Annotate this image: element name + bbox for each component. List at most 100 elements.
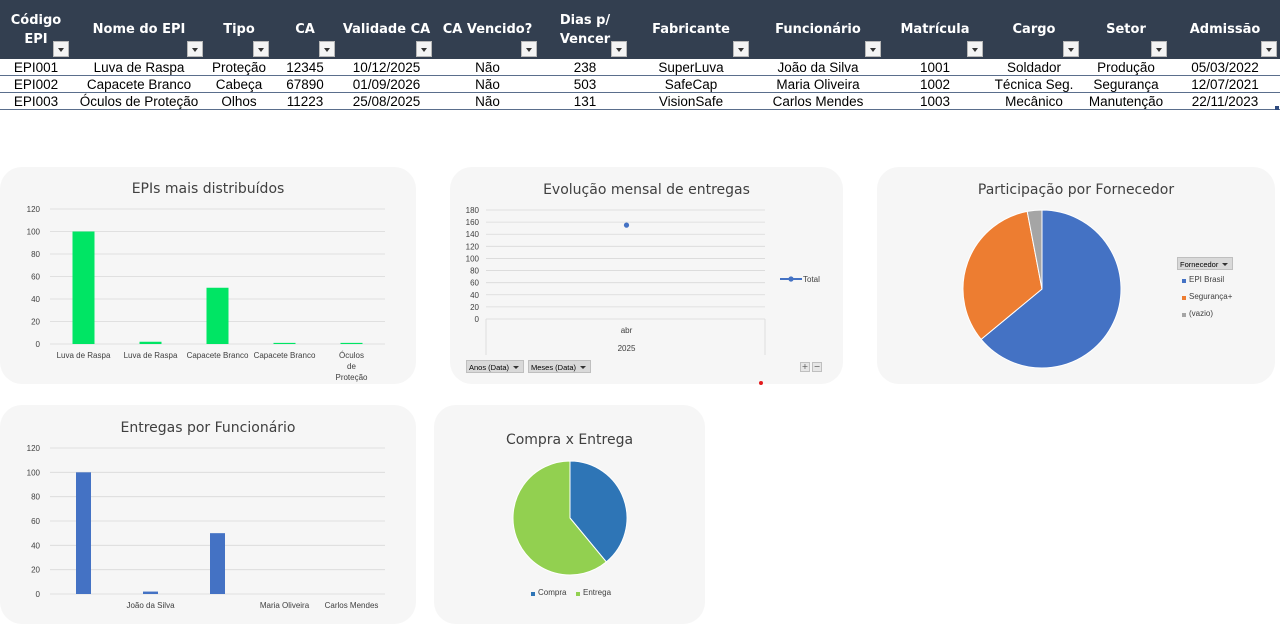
y-tick-label: 0 [36, 340, 41, 349]
epi-table: Código EPI Nome do EPI Tipo CA Validade CA CA… [0, 0, 1280, 112]
table-cell[interactable]: 12/07/2021 [1191, 77, 1259, 92]
table-cell[interactable]: Segurança [1093, 77, 1159, 92]
field-button-fornecedor[interactable]: Fornecedor [1177, 257, 1234, 270]
filter-dropdown-button[interactable] [1261, 41, 1277, 57]
chart-card-compra-entrega[interactable]: Compra x Entrega Compra Entrega [434, 405, 705, 624]
table-cell[interactable]: 22/11/2023 [1191, 94, 1259, 109]
filter-dropdown-button[interactable] [865, 41, 881, 57]
table-cell[interactable]: EPI003 [13, 94, 59, 109]
bar [206, 287, 229, 344]
pie-slice [980, 209, 1122, 369]
table-cell[interactable]: Carlos Mendes [772, 94, 864, 109]
column-header: CA Vencido? [435, 0, 540, 59]
legend-label: Compra [538, 588, 567, 597]
table-cell[interactable]: VisionSafe [658, 94, 724, 109]
column-header-label: Setor [1106, 22, 1146, 37]
table-resize-handle[interactable] [1275, 106, 1279, 110]
legend-point-marker [788, 276, 794, 282]
table-cell[interactable]: 1003 [919, 94, 951, 109]
table-cell[interactable]: 25/08/2025 [352, 94, 421, 109]
bar-chart-funcionario: 0 20 40 60 80 100 120 João da Silva Maria Olivei… [27, 444, 385, 610]
legend-swatch [1182, 296, 1186, 300]
column-header-label: Funcionário [775, 22, 861, 37]
table-cell[interactable]: 10/12/2025 [352, 60, 421, 75]
table-cell[interactable]: Soldador [1006, 60, 1062, 75]
filter-dropdown-button[interactable] [187, 41, 203, 57]
filter-dropdown-button[interactable] [53, 41, 69, 57]
y-tick-label: 140 [466, 230, 480, 239]
column-header: Validade CA [338, 0, 435, 59]
filter-dropdown-button[interactable] [1063, 41, 1079, 57]
x-tick-label: abr [621, 326, 633, 335]
table-cell[interactable]: Cabeça [215, 77, 263, 92]
column-header: Setor [1082, 0, 1170, 59]
table-cell[interactable]: Óculos de Proteção [79, 94, 199, 109]
x-tick-label: Capacete Branco [187, 351, 249, 360]
y-tick-label: 80 [470, 267, 479, 276]
y-tick-label: 100 [466, 254, 480, 263]
pie-slice [569, 460, 628, 563]
y-tick-label: 120 [466, 242, 480, 251]
table-cell[interactable]: 503 [573, 77, 597, 92]
field-button-anos[interactable]: Anos (Data) [466, 360, 525, 373]
chart-card-entregas-funcionario[interactable]: Entregas por Funcionário 0 20 40 60 80 100 120… [0, 405, 416, 624]
table-cell[interactable]: Produção [1097, 60, 1155, 75]
expand-button[interactable]: + [800, 362, 810, 372]
legend-label: EPI Brasil [1189, 275, 1225, 284]
table-cell[interactable]: João da Silva [777, 60, 859, 75]
chart-card-evolucao-mensal[interactable]: Evolução mensal de entregas 0 20 40 60 80 100… [450, 167, 843, 384]
table-cell[interactable]: Capacete Branco [86, 77, 192, 92]
y-tick-label: 60 [470, 279, 479, 288]
table-cell[interactable]: Técnica Seg. [994, 77, 1074, 92]
filter-dropdown-button[interactable] [733, 41, 749, 57]
filter-dropdown-button[interactable] [521, 41, 537, 57]
y-tick-label: 180 [466, 206, 480, 215]
column-header-label: Cargo [1012, 22, 1056, 37]
table-cell[interactable]: SuperLuva [658, 60, 724, 75]
table-cell[interactable]: EPI002 [13, 77, 59, 92]
table-row[interactable]: EPI003 Óculos de Proteção Olhos 11223 25/08/… [0, 93, 1280, 110]
y-tick-label: 120 [27, 205, 41, 214]
table-cell[interactable]: Maria Oliveira [776, 77, 860, 92]
table-cell[interactable]: 12345 [286, 60, 324, 75]
table-row[interactable]: EPI002 Capacete Branco Cabeça 67890 01/09/20… [0, 76, 1280, 93]
table-cell[interactable]: Não [475, 77, 500, 92]
table-cell[interactable]: 1002 [919, 77, 951, 92]
table-cell[interactable]: SafeCap [664, 77, 718, 92]
table-cell[interactable]: Luva de Raspa [93, 60, 185, 75]
filter-dropdown-button[interactable] [611, 41, 627, 57]
column-header-label: Fabricante [652, 22, 730, 37]
chart-card-participacao-fornecedor[interactable]: Participação por Fornecedor Fornecedor E… [877, 167, 1275, 384]
table-cell[interactable]: Manutenção [1088, 94, 1164, 109]
field-button-meses[interactable]: Meses (Data) [528, 360, 592, 373]
table-cell[interactable]: Mecânico [1005, 94, 1063, 109]
table-cell[interactable]: 238 [573, 60, 597, 75]
column-header-label: CA Vencido? [442, 22, 533, 37]
table-row[interactable]: EPI001 Luva de Raspa Proteção 12345 10/12/20… [0, 59, 1280, 76]
x-tick-label: Luva de Raspa [57, 351, 111, 360]
table-cell[interactable]: Não [475, 94, 500, 109]
table-cell[interactable]: Não [475, 60, 500, 75]
filter-dropdown-button[interactable] [1151, 41, 1167, 57]
filter-dropdown-button[interactable] [967, 41, 983, 57]
table-cell[interactable]: 67890 [286, 77, 324, 92]
table-cell[interactable]: 05/03/2022 [1191, 60, 1259, 75]
table-cell[interactable]: 11223 [286, 94, 324, 109]
y-tick-label: 0 [475, 315, 480, 324]
table-cell[interactable]: 1001 [919, 60, 951, 75]
legend-label: (vazio) [1189, 309, 1214, 318]
chart-card-epis-distribuidos[interactable]: EPIs mais distribuídos 0 20 40 60 80 100 120 Lu… [0, 167, 416, 384]
bar [143, 591, 158, 594]
column-header: CA [272, 0, 338, 59]
table-cell[interactable]: Olhos [221, 94, 257, 109]
filter-dropdown-button[interactable] [319, 41, 335, 57]
table-cell[interactable]: 01/09/2026 [352, 77, 421, 92]
table-cell[interactable]: 131 [573, 94, 597, 109]
collapse-button[interactable]: − [812, 362, 822, 372]
table-cell[interactable]: EPI001 [13, 60, 59, 75]
column-header-label: Código EPI [10, 13, 62, 47]
column-header-label: Dias p/ Vencer [559, 13, 611, 47]
table-cell[interactable]: Proteção [211, 60, 267, 75]
filter-dropdown-button[interactable] [253, 41, 269, 57]
filter-dropdown-button[interactable] [416, 41, 432, 57]
